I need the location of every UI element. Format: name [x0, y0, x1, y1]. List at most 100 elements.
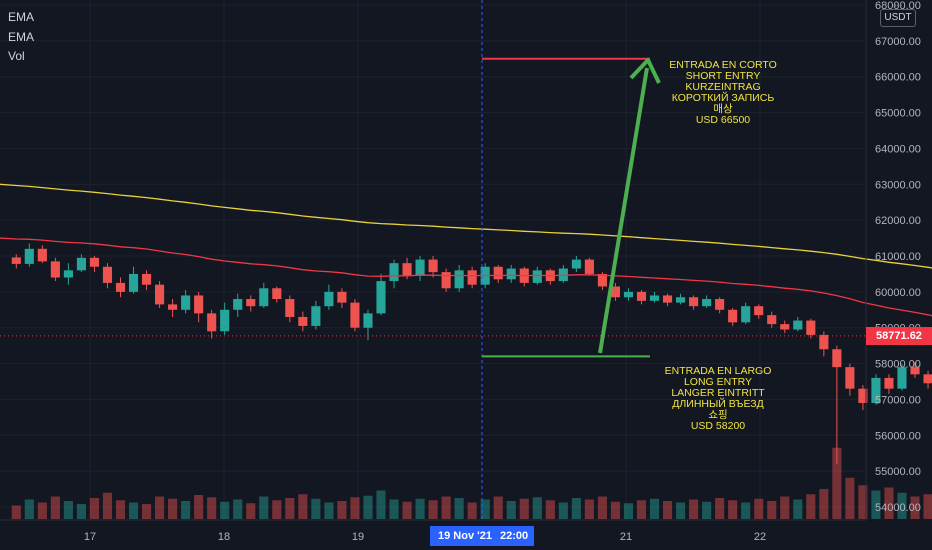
volume-bar [194, 495, 204, 519]
annotation-line: LANGER EINTRITT [671, 387, 765, 399]
crosshair-time: 22:00 [500, 530, 529, 542]
candle-body [415, 259, 425, 276]
candle-body [376, 281, 386, 314]
volume-bar [897, 492, 907, 519]
candle-body [428, 259, 438, 273]
volume-bar [884, 487, 894, 519]
volume-bar [689, 499, 699, 519]
candle-body [454, 270, 464, 289]
time-axis[interactable]: 17 18 19 21 22 [84, 531, 766, 543]
currency-button[interactable]: ••• USDT [880, 2, 916, 27]
y-tick-label: 65000.00 [875, 108, 921, 120]
annotation-line: ENTRADA EN LARGO [664, 365, 772, 377]
candle-body [871, 377, 881, 404]
candle-body [63, 270, 73, 278]
ema-slow-line [0, 183, 932, 269]
volume-bar [910, 496, 920, 519]
volume-bar [76, 504, 86, 519]
volume-bar [845, 477, 855, 519]
price-axis[interactable]: 54000.00 55000.00 56000.00 57000.00 58000.00… [875, 0, 921, 514]
x-tick-label: 19 [352, 531, 364, 543]
volume-bar [115, 500, 126, 519]
candle-body [584, 259, 594, 274]
candle-body [897, 367, 907, 389]
volume-bar [428, 500, 438, 519]
y-tick-label: 66000.00 [875, 72, 921, 84]
annotation-line: 쇼핑 [708, 409, 728, 421]
candle-body [910, 367, 920, 375]
volume-bar [141, 504, 152, 519]
candle-body [285, 299, 295, 317]
candle-body [50, 261, 60, 278]
volume-bar [311, 498, 321, 519]
arrow-up[interactable] [598, 58, 661, 354]
crosshair-date-badge: 19 Nov '21 22:00 [430, 526, 534, 546]
volume-bar [506, 501, 516, 519]
ema-fast-line [0, 237, 932, 317]
volume-bar [623, 503, 634, 519]
volume-bar [676, 502, 686, 519]
candle-body [76, 257, 86, 271]
candle-body [845, 367, 855, 389]
candle-body [923, 374, 932, 384]
volume-bar [741, 502, 751, 519]
volume-bar [50, 496, 60, 519]
x-tick-label: 17 [84, 531, 96, 543]
volume-bar [441, 496, 451, 519]
legend-vol[interactable]: Vol [8, 49, 25, 63]
candle-body [402, 263, 412, 276]
y-tick-label: 57000.00 [875, 394, 921, 406]
candle-body [793, 320, 803, 330]
candle-body [11, 257, 21, 264]
volume-bar [858, 485, 868, 519]
chart-grid [0, 0, 866, 520]
candle-body [115, 282, 126, 292]
candle-body [363, 313, 373, 328]
crosshair-date: 19 Nov '21 [438, 530, 492, 542]
candle-body [181, 295, 191, 310]
legend-ema-2[interactable]: EMA [8, 30, 35, 44]
long-entry-annotation: ENTRADA EN LARGO LONG ENTRY LANGER EINTR… [643, 366, 793, 432]
candle-body [715, 299, 725, 310]
volume-bar [37, 502, 47, 519]
legend-ema-1[interactable]: EMA [8, 10, 35, 24]
candle-body [506, 268, 516, 280]
volume-bar [181, 501, 191, 519]
volume-bar [545, 500, 555, 519]
volume-bar [649, 498, 660, 519]
volume-bar [793, 499, 803, 519]
annotation-line: USD 58200 [690, 420, 746, 432]
volume-bar [636, 500, 647, 519]
volume-bar [806, 494, 816, 519]
candle-body [233, 299, 243, 310]
candle-body [884, 377, 894, 389]
candle-body [207, 313, 217, 332]
current-price-badge: 58771.62 [866, 326, 932, 345]
volume-bar [246, 503, 256, 519]
candle-body [441, 272, 451, 289]
candle-body [676, 297, 686, 303]
currency-label: USDT [884, 12, 912, 23]
volume-bar [728, 500, 738, 519]
x-tick-label: 22 [754, 531, 766, 543]
volume-bar [780, 496, 790, 519]
volume-bar [832, 447, 842, 519]
candle-body [819, 334, 829, 350]
candle-body [741, 306, 751, 323]
annotation-line: SHORT ENTRY [685, 70, 761, 82]
candle-body [597, 273, 607, 287]
candle-body [532, 270, 542, 283]
volume-bar [454, 498, 464, 519]
volume-bar [128, 502, 139, 519]
short-entry-annotation: ENTRADA EN CORTO SHORT ENTRY KURZEINTRAG… [648, 60, 798, 126]
annotation-line: 매상 [713, 103, 733, 115]
volume-bar [610, 501, 620, 519]
candle-body [24, 248, 34, 264]
volume-bar [272, 500, 282, 519]
candle-body [689, 297, 699, 307]
volume-bar [298, 494, 308, 519]
annotation-line: KURZEINTRAG [685, 81, 761, 93]
volume-bar [11, 505, 21, 519]
y-tick-label: 56000.00 [875, 430, 921, 442]
